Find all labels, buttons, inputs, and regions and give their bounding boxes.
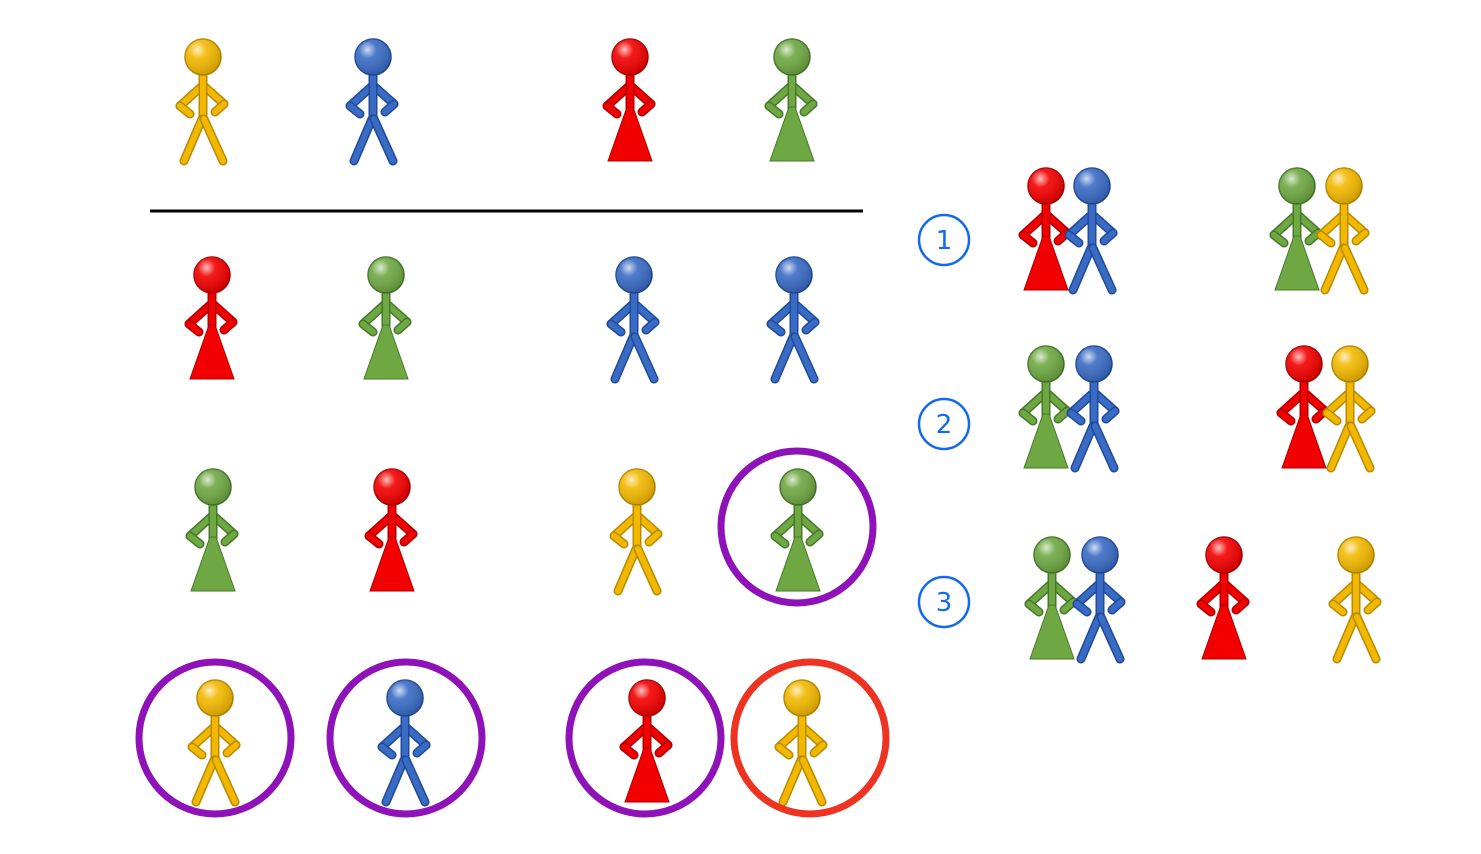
yellow-man-figure-icon (1322, 345, 1376, 473)
blue-man-figure-icon (1072, 536, 1126, 664)
option-3-label: 3 (917, 575, 971, 629)
option-number-circle (917, 397, 971, 451)
purple-highlight-ring (135, 658, 295, 818)
green-woman-figure-icon (1024, 536, 1078, 660)
option-number-text: 3 (936, 588, 953, 618)
yellow-man-figure-icon (187, 679, 241, 807)
blue-man-figure-icon (606, 256, 660, 384)
green-woman-figure-icon (185, 468, 239, 592)
red-woman-figure-icon (1276, 345, 1330, 469)
option-2-label: 2 (917, 397, 971, 451)
purple-highlight-ring (717, 447, 877, 607)
blue-man-figure-icon (1066, 345, 1120, 473)
yellow-man-figure-icon (175, 38, 229, 166)
option-number-circle (917, 575, 971, 629)
yellow-man-figure-icon (609, 468, 663, 596)
figures-layer (175, 38, 1382, 807)
option-labels-layer: 1 2 3 (917, 213, 971, 629)
rings-layer (135, 447, 890, 818)
purple-highlight-ring (326, 658, 486, 818)
green-woman-figure-icon (1018, 345, 1072, 469)
blue-man-figure-icon (766, 256, 820, 384)
purple-highlight-ring (565, 658, 725, 818)
red-woman-figure-icon (1018, 167, 1072, 291)
green-woman-figure-icon (1269, 167, 1323, 291)
red-woman-figure-icon (619, 679, 673, 803)
red-woman-figure-icon (184, 256, 238, 380)
green-woman-figure-icon (358, 256, 412, 380)
yellow-man-figure-icon (1316, 167, 1370, 295)
blue-man-figure-icon (377, 679, 431, 807)
blue-man-figure-icon (1064, 167, 1118, 295)
option-number-circle (917, 213, 971, 267)
red-woman-figure-icon (1196, 536, 1250, 660)
blue-man-figure-icon (345, 38, 399, 166)
option-number-text: 2 (936, 410, 953, 440)
red-woman-figure-icon (602, 38, 656, 162)
yellow-man-figure-icon (774, 679, 828, 807)
red-woman-figure-icon (364, 468, 418, 592)
red-highlight-ring (730, 658, 890, 818)
option-number-text: 1 (936, 226, 953, 256)
option-1-label: 1 (917, 213, 971, 267)
green-woman-figure-icon (764, 38, 818, 162)
green-woman-figure-icon (770, 468, 824, 592)
yellow-man-figure-icon (1328, 536, 1382, 664)
